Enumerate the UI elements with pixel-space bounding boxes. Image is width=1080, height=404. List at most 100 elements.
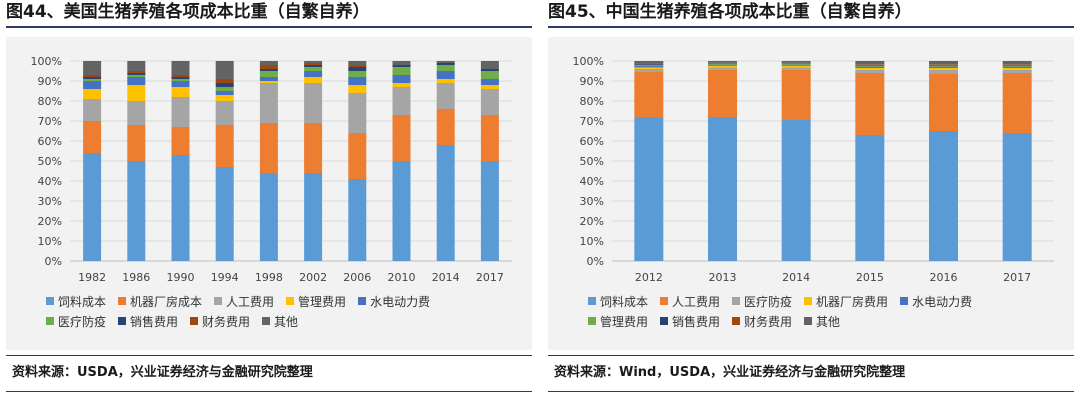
legend-swatch	[118, 317, 127, 325]
bar-segment	[1002, 61, 1032, 65]
legend-swatch	[286, 297, 295, 305]
legend-label: 饲料成本	[58, 294, 107, 309]
bar-segment	[708, 67, 737, 70]
y-tick-label: 40%	[38, 175, 62, 188]
bar-segment	[781, 70, 811, 120]
chart-title: 图45、中国生猪养殖各项成本比重（自繁自养）	[548, 2, 912, 22]
bar-segment	[171, 61, 190, 75]
bar-segment	[929, 64, 958, 66]
bar-segment	[259, 123, 278, 173]
x-tick-label: 2014	[432, 271, 460, 284]
legend-item: 人工费用	[660, 293, 720, 310]
legend-item: 销售费用	[118, 313, 178, 330]
bar-segment	[436, 109, 455, 145]
chart-panel-us: 图44、美国生猪养殖各项成本比重（自繁自养） 0% 10% 20% 30% 40% 50%…	[6, 0, 532, 404]
legend-item: 其他	[262, 313, 298, 330]
legend-label: 人工费用	[226, 294, 275, 309]
bar-segment	[171, 81, 190, 87]
bar-segment	[392, 61, 411, 65]
bar-segment	[929, 68, 958, 70]
y-tick-label: 100%	[31, 55, 62, 68]
legend-item: 管理费用	[588, 313, 648, 330]
bar-segment	[708, 117, 737, 261]
bar-segment	[1002, 133, 1032, 261]
bar-segment	[171, 127, 190, 155]
y-tick-label: 0%	[587, 255, 604, 268]
bar-segment	[781, 65, 811, 68]
legend-label: 销售费用	[130, 314, 179, 329]
bar-segment	[348, 85, 367, 93]
legend-swatch	[118, 297, 127, 305]
x-tick-label: 2012	[635, 271, 663, 284]
bar-segment	[436, 79, 455, 83]
legend-item: 水电动力费	[900, 293, 972, 310]
bar-segment	[480, 69, 499, 71]
bar-segment	[215, 83, 234, 87]
bar-segment	[215, 167, 234, 261]
bar-segment	[480, 115, 499, 161]
legend-swatch	[214, 297, 223, 305]
y-tick-label: 30%	[580, 195, 604, 208]
bar-segment	[929, 61, 958, 65]
bar-segment	[304, 83, 323, 123]
x-tick-label: 2016	[930, 271, 958, 284]
source-note: 资料来源：Wind，USDA，兴业证券经济与金融研究院整理	[554, 365, 906, 380]
legend-item: 医疗防疫	[732, 293, 792, 310]
bar-segment	[392, 65, 411, 67]
bar-segment	[171, 87, 190, 97]
bar-segment	[127, 161, 146, 261]
bar-segment	[480, 85, 499, 89]
bar-segment	[392, 75, 411, 83]
bar-segment	[634, 61, 664, 64]
bar-segment	[480, 61, 499, 69]
bar-segment	[215, 101, 234, 125]
bar-segment	[480, 161, 499, 261]
bar-segment	[127, 85, 146, 101]
bar-segment	[304, 123, 323, 173]
x-tick-label: 1982	[78, 271, 106, 284]
bar-segment	[392, 67, 411, 75]
bar-segment	[392, 115, 411, 161]
x-tick-label: 2015	[856, 271, 884, 284]
bar-segment	[436, 83, 455, 109]
legend-row: 管理费用 销售费用 财务费用 其他	[588, 311, 1068, 331]
bar-segment	[83, 75, 102, 77]
bar-segment	[348, 65, 367, 67]
bar-segment	[708, 70, 737, 117]
bar-segment	[83, 81, 102, 89]
x-tick-label: 2013	[709, 271, 737, 284]
legend-label: 饲料成本	[600, 294, 649, 309]
bar-segment	[348, 179, 367, 261]
y-tick-label: 90%	[38, 75, 62, 88]
legend-item: 水电动力费	[358, 293, 430, 310]
stacked-bar-chart: 0% 10% 20% 30% 40% 50% 60% 70% 80% 90% 100% 2012 201…	[573, 55, 1054, 284]
bar-segment	[392, 161, 411, 261]
legend-label: 管理费用	[298, 294, 347, 309]
legend-swatch	[46, 317, 54, 325]
bar-segment	[1002, 70, 1032, 73]
x-tick-label: 2017	[476, 271, 504, 284]
bar-segment	[127, 77, 146, 85]
bar-segment	[708, 63, 737, 65]
bar-segment	[708, 61, 737, 63]
bar-segment	[634, 63, 664, 65]
bar-segment	[348, 67, 367, 71]
legend-swatch	[588, 317, 596, 325]
y-tick-label: 10%	[38, 235, 62, 248]
bar-segment	[259, 65, 278, 69]
legend-item: 机器厂房成本	[118, 293, 202, 310]
bar-segment	[304, 77, 323, 83]
legend-swatch	[588, 297, 596, 305]
legend-swatch	[660, 317, 669, 325]
title-divider	[6, 26, 532, 28]
legend-swatch	[262, 317, 271, 325]
bar-segment	[259, 71, 278, 77]
source-divider-top	[6, 355, 532, 356]
bar-segment	[259, 69, 278, 71]
legend-swatch	[358, 297, 367, 305]
y-tick-label: 50%	[38, 155, 62, 168]
legend-label: 水电动力费	[912, 294, 973, 309]
legend-label: 销售费用	[672, 314, 721, 329]
bar-segment	[259, 173, 278, 261]
bar-segment	[1002, 64, 1032, 66]
